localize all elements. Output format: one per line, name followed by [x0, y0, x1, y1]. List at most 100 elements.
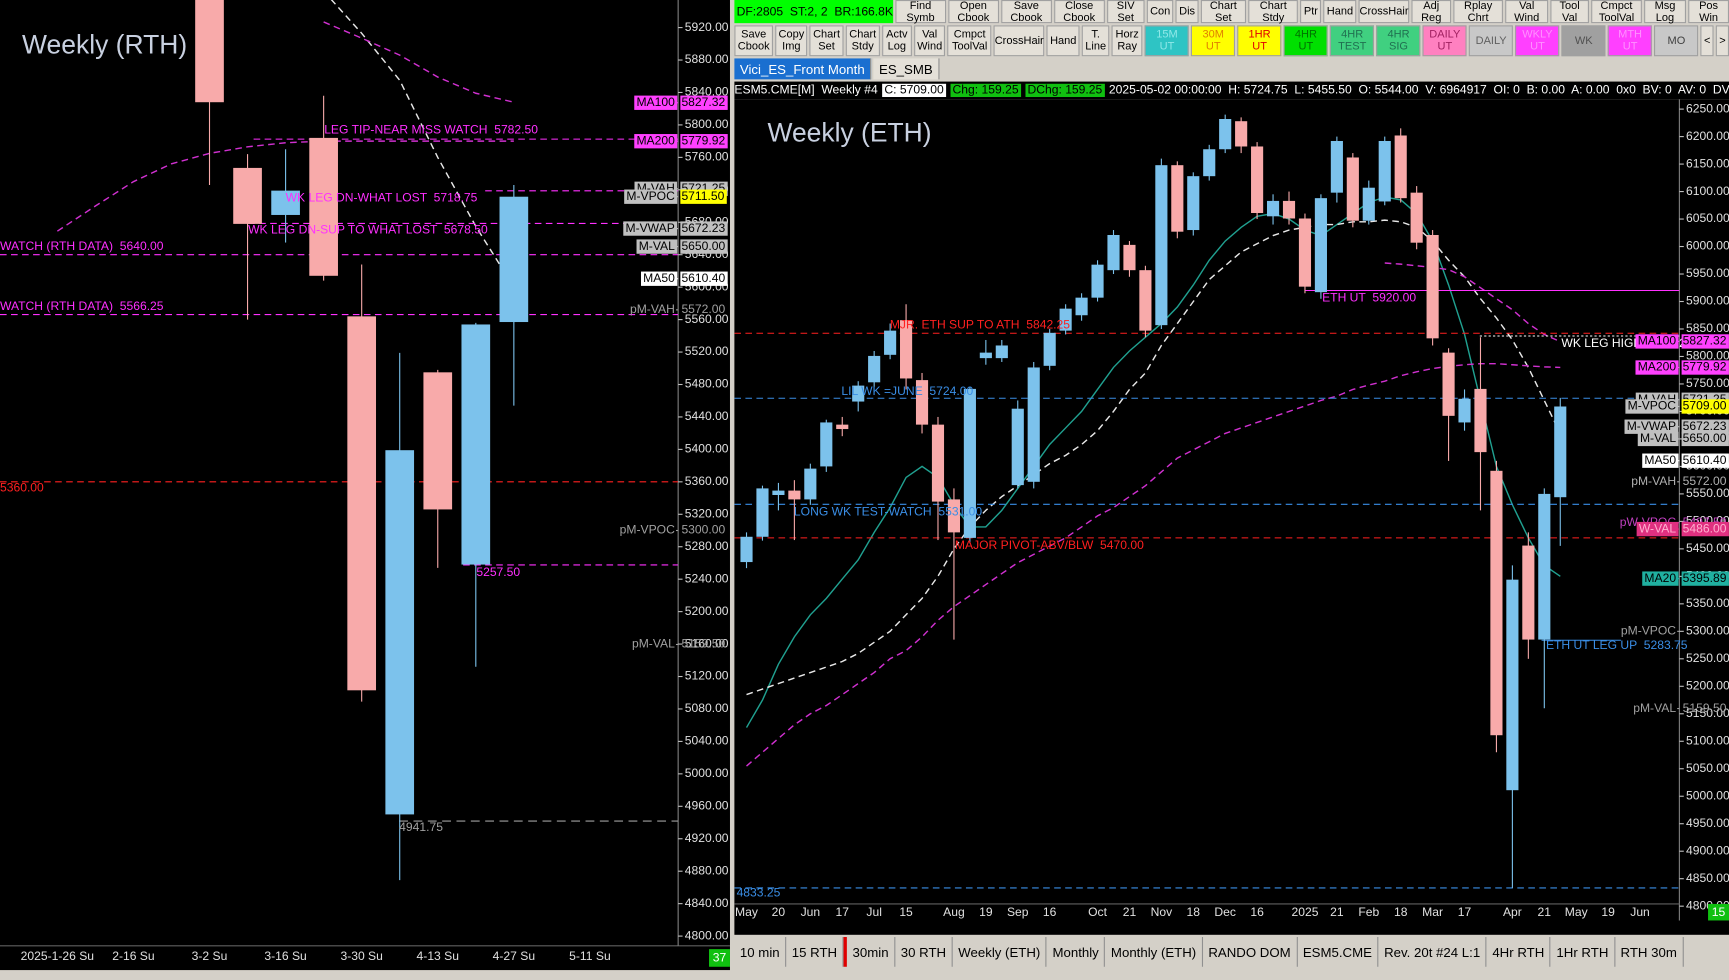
y-tick-label: 5550.00 [1686, 486, 1729, 500]
toolbar-button[interactable]: > [1715, 25, 1729, 57]
tag-value: 5572.00 [1683, 474, 1727, 488]
study-button[interactable]: WKLY UT [1515, 25, 1560, 57]
tag-label-box [1636, 521, 1679, 537]
toolbar-button[interactable]: Rplay Chrt [1453, 0, 1504, 24]
tag-label-box [634, 134, 678, 149]
study-button[interactable]: 1HR UT [1237, 25, 1282, 57]
y-tick-label: 4950.00 [1686, 816, 1729, 830]
ma-line [330, 0, 515, 288]
toolbar-button[interactable]: Cmpct ToolVal [947, 25, 992, 57]
chart-tabs: 10 min 15 RTH 30min 30 RTH Weekly (ETH) Month… [734, 937, 1684, 967]
chart-title: Weekly (ETH) [767, 117, 931, 147]
toolbar-button[interactable]: Hand [1046, 25, 1080, 57]
toolbar-button[interactable]: Save Cbook [734, 25, 773, 57]
toolbar-button[interactable]: Actv Log [882, 25, 912, 57]
study-button[interactable]: 4HR TEST [1330, 25, 1375, 57]
candle-body [1458, 398, 1471, 423]
toolbar-button[interactable]: Chart Stdy [845, 25, 880, 57]
tag-label-box [640, 271, 678, 286]
chart-tab[interactable]: 10 min [734, 937, 787, 967]
x-tick-label: 21 [1123, 905, 1137, 919]
candle-body [1506, 579, 1519, 791]
tag-value: 5610.40 [681, 271, 725, 285]
chart-tab[interactable]: 30 RTH [895, 937, 953, 967]
tag-value: 5159.50 [681, 637, 725, 651]
tag-value: 5672.23 [681, 221, 725, 235]
candle-body [1011, 408, 1024, 486]
chart-tab[interactable]: 15 RTH [786, 937, 844, 967]
x-tick-label: 17 [836, 905, 850, 919]
chart-tab[interactable]: RANDO DOM [1203, 937, 1298, 967]
toolbar-button[interactable]: Find Symb [895, 0, 946, 24]
candle-body [1346, 157, 1359, 221]
tag-label: MA50 [1644, 453, 1676, 467]
chart-tab[interactable]: ESM5.CME [1297, 937, 1379, 967]
toolbar-button[interactable]: Cmpct ToolVal [1591, 0, 1642, 24]
chart-tab[interactable]: RTH 30m [1615, 937, 1684, 967]
level-label: 5360.00 [0, 481, 44, 495]
study-button[interactable]: 4HR SIG [1376, 25, 1421, 57]
toolbar-button[interactable]: Close Cbook [1053, 0, 1105, 24]
toolbar-button[interactable]: Chart Set [1200, 0, 1247, 24]
x-tick-label: 16 [1250, 905, 1264, 919]
study-button[interactable]: MTH UT [1608, 25, 1653, 57]
tag-label: M-VAL [1640, 431, 1676, 445]
chart-tab[interactable]: Weekly (ETH) [953, 937, 1047, 967]
chart-tab[interactable]: Monthly [1047, 937, 1106, 967]
x-tick-label: Jun [801, 905, 821, 919]
toolbar-button[interactable]: Horz Ray [1111, 25, 1143, 57]
chart-tab[interactable]: 1Hr RTH [1551, 937, 1615, 967]
toolbar-button[interactable]: Msg Log [1644, 0, 1686, 24]
study-button[interactable]: 4HR UT [1283, 25, 1328, 57]
toolbar-button[interactable]: Copy Img [775, 25, 808, 57]
tag-value: 5300.00 [681, 523, 725, 537]
tag-label: W-VAL [1639, 521, 1677, 535]
level-label: WK LEG DN-SUP TO WHAT LOST 5678.50 [248, 222, 488, 236]
chart-tab[interactable]: 30min [843, 937, 896, 967]
study-button[interactable]: DAILY UT [1422, 25, 1467, 57]
toolbar-button[interactable]: Chart Set [809, 25, 844, 57]
y-tick-label: 5450.00 [1686, 541, 1729, 555]
candle-body [756, 488, 769, 537]
toolbar-button[interactable]: CrossHair [993, 25, 1045, 57]
study-button[interactable]: MO [1654, 25, 1699, 57]
study-button[interactable]: DAILY [1469, 25, 1514, 57]
study-button[interactable]: 30M UT [1191, 25, 1236, 57]
toolbar-button[interactable]: Dis [1175, 0, 1199, 24]
toolbar-button[interactable]: T. Line [1081, 25, 1110, 57]
toolbar-button[interactable]: Pos Win [1688, 0, 1729, 24]
toolbar-button[interactable]: Hand [1323, 0, 1357, 24]
chart-tab[interactable]: 4Hr RTH [1487, 937, 1551, 967]
ma-line [745, 196, 1561, 728]
tag-value-box [1681, 431, 1729, 447]
chart-tab[interactable]: Monthly (ETH) [1105, 937, 1203, 967]
toolbar-row: Save Cbook Copy Img Chart Set Chart Stdy Act… [734, 25, 1729, 57]
candle-body [1314, 198, 1327, 293]
toolbar-button[interactable]: Save Cbook [1000, 0, 1052, 24]
toolbar-button[interactable]: Adj Reg [1411, 0, 1451, 24]
toolbar-button[interactable]: SIV Set [1106, 0, 1145, 24]
toolbar-button[interactable]: Val Wind [1505, 0, 1549, 24]
workspace-tab[interactable]: ES_SMB [873, 58, 940, 80]
tag-value-box [680, 95, 728, 110]
toolbar-button[interactable]: Tool Val [1550, 0, 1589, 24]
candle-body [499, 196, 529, 323]
candle-body [1522, 545, 1535, 640]
toolbar-button[interactable]: Open Cbook [947, 0, 999, 24]
x-tick-label: Oct [1088, 905, 1107, 919]
study-button[interactable]: 15M UT [1144, 25, 1190, 57]
toolbar-button[interactable]: < [1700, 25, 1714, 57]
study-button[interactable]: WK [1561, 25, 1606, 57]
toolbar-button[interactable]: Con [1146, 0, 1174, 24]
toolbar-button[interactable]: Ptr [1300, 0, 1322, 24]
toolbar-button[interactable]: CrossHair [1358, 0, 1410, 24]
candle-body [947, 499, 961, 533]
toolbar-button[interactable]: Val Wind [913, 25, 946, 57]
workspace-tab[interactable]: Vici_ES_Front Month [734, 58, 872, 80]
x-tick-label: Sep [1007, 905, 1029, 919]
x-tick-label: Jul [866, 905, 881, 919]
y-tick-label: 4840.00 [685, 896, 729, 910]
chart-tab[interactable]: Rev. 20t #24 L:1 [1379, 937, 1487, 967]
toolbar-button[interactable]: Chart Stdy [1248, 0, 1299, 24]
